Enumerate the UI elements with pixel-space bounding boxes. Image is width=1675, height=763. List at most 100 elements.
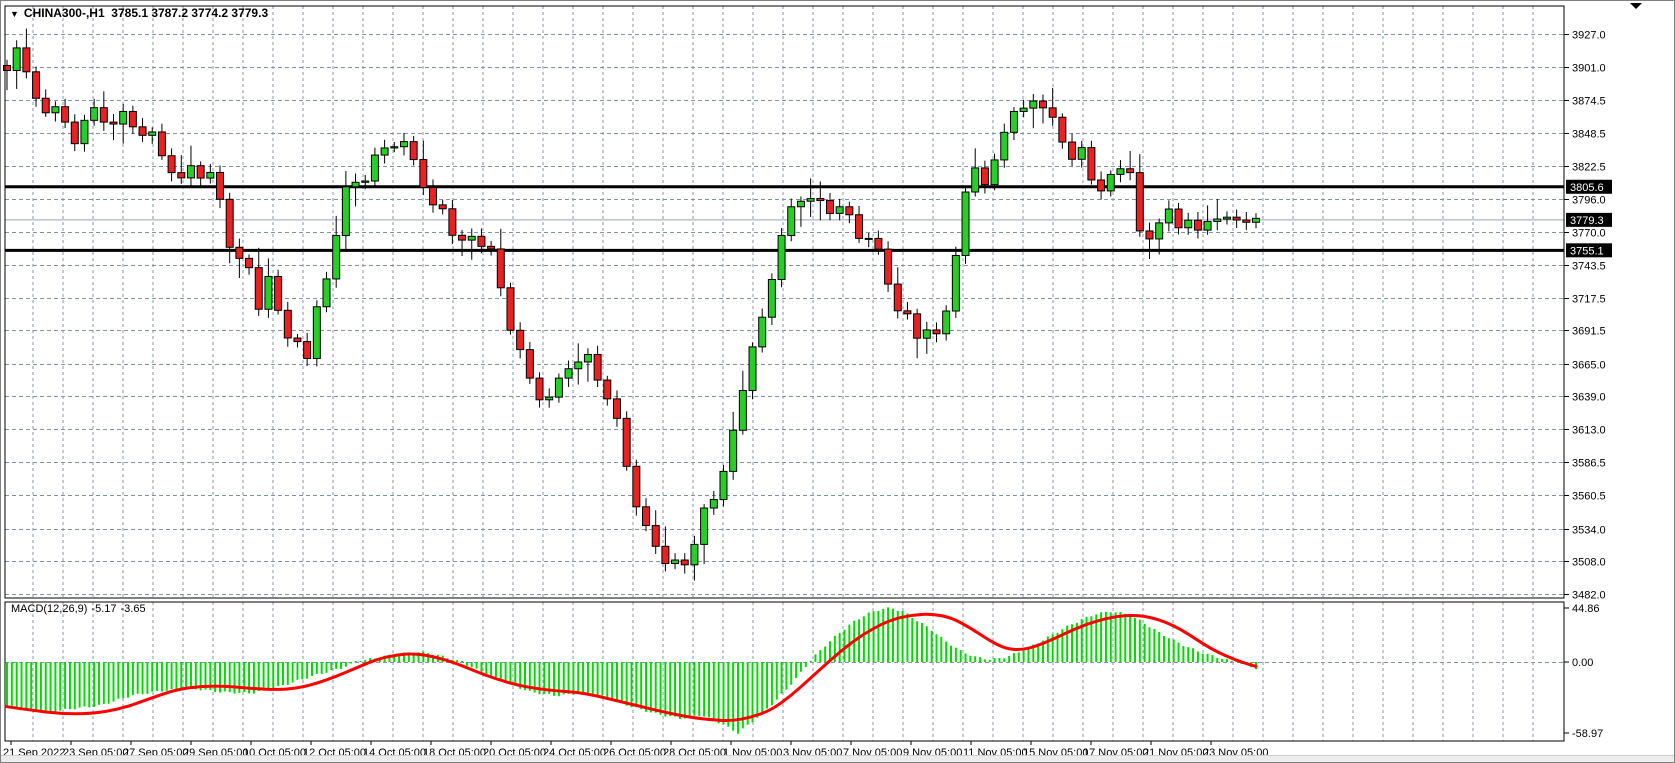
main-panel-border xyxy=(4,5,1565,599)
candle-down xyxy=(99,107,108,123)
candle-down xyxy=(622,417,631,467)
price-tick-label: 3613.0 xyxy=(1572,425,1606,437)
candle-up xyxy=(80,119,89,145)
candle-down xyxy=(612,398,621,419)
candle-up xyxy=(351,181,360,188)
candle-up xyxy=(1019,107,1028,112)
candle-down xyxy=(825,200,834,214)
candle-down xyxy=(254,267,263,310)
symbol-dropdown-icon[interactable]: ▼ xyxy=(10,9,19,19)
candle-down xyxy=(1087,147,1096,181)
candle-down xyxy=(903,310,912,315)
candle-up xyxy=(90,107,99,121)
candle-up xyxy=(148,131,157,136)
chart-shift-marker[interactable] xyxy=(1630,3,1642,9)
candle-up xyxy=(1213,218,1222,222)
candle-up xyxy=(361,180,370,183)
candle-up xyxy=(777,235,786,280)
price-tick-label: 3665.0 xyxy=(1572,360,1606,372)
candle-up xyxy=(1009,110,1018,133)
candle-down xyxy=(41,97,50,114)
candle-up xyxy=(380,147,389,156)
price-tick-label: 3586.5 xyxy=(1572,458,1606,470)
candle-down xyxy=(1242,219,1251,223)
candle-up xyxy=(564,368,573,379)
candle-up xyxy=(119,110,128,125)
candle-up xyxy=(738,390,747,431)
macd-axis-label: 44.86 xyxy=(1572,603,1600,615)
candle-down xyxy=(661,545,670,565)
candle-up xyxy=(332,235,341,280)
price-tag xyxy=(1566,243,1612,258)
candle-up xyxy=(574,361,583,370)
candle-down xyxy=(864,237,873,240)
price-tick-label: 3901.0 xyxy=(1572,63,1606,75)
candle-up xyxy=(206,171,215,179)
candle-up xyxy=(787,206,796,237)
candle-down xyxy=(429,186,438,206)
candle-down xyxy=(303,341,312,359)
candle-down xyxy=(1126,168,1135,174)
candle-up xyxy=(1184,219,1193,229)
candle-up xyxy=(990,159,999,186)
candle-down xyxy=(680,559,689,566)
candle-down xyxy=(603,379,612,400)
candle-up xyxy=(806,198,815,202)
candle-down xyxy=(1174,208,1183,229)
candle-down xyxy=(1097,179,1106,192)
price-tick-label: 3508.0 xyxy=(1572,557,1606,569)
candle-down xyxy=(167,155,176,174)
price-tick-label: 3796.0 xyxy=(1572,195,1606,207)
title-ohlc-values: 3785.1 3787.2 3774.2 3779.3 xyxy=(111,6,269,20)
candle-up xyxy=(758,316,767,348)
candle-down xyxy=(1048,107,1057,118)
candle-up xyxy=(467,235,476,241)
candle-down xyxy=(651,525,660,547)
candle-down xyxy=(196,165,205,179)
price-tick-label: 3560.5 xyxy=(1572,491,1606,503)
price-tick-label: 3848.5 xyxy=(1572,129,1606,141)
candle-down xyxy=(274,275,283,311)
candle-down xyxy=(61,106,70,123)
candle-down xyxy=(874,237,883,250)
candle-up xyxy=(767,278,776,318)
price-tick-label: 3927.0 xyxy=(1572,30,1606,42)
candle-down xyxy=(177,172,186,179)
price-tag-label: 3805.6 xyxy=(1570,182,1604,194)
candle-down xyxy=(535,377,544,401)
candle-down xyxy=(855,214,864,239)
candle-up xyxy=(1252,217,1260,223)
candle-down xyxy=(458,234,467,241)
price-tick-label: 3770.0 xyxy=(1572,228,1606,240)
candle-up xyxy=(961,191,970,256)
indicator-panel-border xyxy=(4,601,1565,742)
candle-up xyxy=(322,278,331,308)
candle-down xyxy=(128,110,137,128)
candle-up xyxy=(312,306,321,359)
candle-down xyxy=(913,313,922,339)
candle-up xyxy=(922,329,931,339)
candle-up xyxy=(1029,100,1038,109)
price-tick-label: 3874.5 xyxy=(1572,96,1606,108)
price-tick-label: 3482.0 xyxy=(1572,590,1606,602)
candle-down xyxy=(1058,116,1067,143)
candle-up xyxy=(709,499,718,509)
candle-up xyxy=(390,146,399,149)
candle-up xyxy=(186,165,195,179)
candle-down xyxy=(216,171,225,200)
macd-signal-line xyxy=(4,612,1258,723)
candle-down xyxy=(642,506,651,527)
candle-down xyxy=(525,349,534,379)
candle-down xyxy=(816,198,825,202)
price-tag-label: 3755.1 xyxy=(1570,245,1604,257)
candle-up xyxy=(1164,208,1173,224)
candle-up xyxy=(671,559,680,565)
price-tick-label: 3639.0 xyxy=(1572,392,1606,404)
candle-up xyxy=(399,141,408,148)
candle-up xyxy=(796,200,805,208)
candle-down xyxy=(22,47,31,73)
candle-down xyxy=(419,159,428,188)
candle-down xyxy=(3,64,11,71)
